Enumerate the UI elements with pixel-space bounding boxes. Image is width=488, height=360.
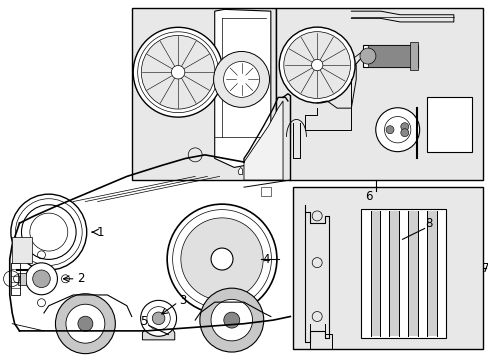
Text: 8: 8 (425, 217, 432, 230)
Bar (360, 209, 445, 338)
Circle shape (359, 48, 375, 64)
Circle shape (211, 248, 232, 270)
Circle shape (223, 62, 259, 97)
Circle shape (311, 59, 322, 71)
Circle shape (283, 32, 350, 98)
Circle shape (78, 316, 93, 331)
Circle shape (400, 123, 408, 131)
Bar (131, 8, 275, 180)
Bar (370, 211, 379, 337)
Text: 5: 5 (140, 315, 147, 328)
Circle shape (400, 129, 408, 137)
Circle shape (200, 288, 263, 352)
Text: 1: 1 (96, 226, 103, 239)
Bar (426, 97, 471, 152)
Bar (11, 263, 20, 295)
Text: 2: 2 (77, 272, 84, 285)
Polygon shape (214, 9, 270, 167)
Bar (12, 238, 32, 263)
Bar (18, 273, 25, 285)
Circle shape (181, 218, 263, 300)
Bar (407, 211, 417, 337)
Bar (292, 187, 482, 349)
Circle shape (385, 126, 393, 134)
Bar (275, 8, 482, 180)
Circle shape (33, 270, 50, 288)
Polygon shape (244, 101, 283, 180)
Circle shape (279, 27, 354, 103)
Text: 6: 6 (364, 190, 371, 203)
Circle shape (213, 51, 269, 107)
Bar (261, 187, 270, 196)
Circle shape (375, 108, 419, 152)
Bar (409, 42, 417, 70)
Text: 7: 7 (481, 261, 488, 275)
Circle shape (141, 300, 176, 336)
Text: 3: 3 (179, 294, 186, 307)
Text: 4: 4 (262, 252, 269, 266)
Circle shape (66, 304, 104, 343)
Polygon shape (238, 167, 242, 175)
Circle shape (152, 312, 164, 325)
Circle shape (224, 312, 239, 328)
Bar (362, 45, 417, 67)
Circle shape (11, 194, 86, 270)
Polygon shape (142, 327, 174, 340)
Circle shape (171, 66, 184, 79)
Bar (426, 211, 436, 337)
Bar (388, 211, 398, 337)
Circle shape (55, 294, 115, 354)
Circle shape (25, 263, 57, 295)
Bar (367, 45, 412, 67)
Circle shape (141, 35, 215, 109)
Circle shape (211, 300, 252, 341)
Circle shape (167, 204, 276, 314)
Circle shape (133, 27, 223, 117)
